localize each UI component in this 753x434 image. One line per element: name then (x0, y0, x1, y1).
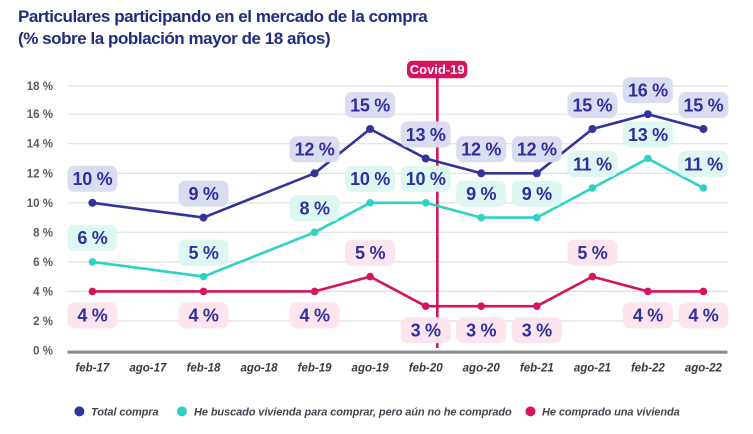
svg-text:12 %: 12 % (27, 168, 53, 180)
svg-text:5 %: 5 % (577, 243, 607, 263)
svg-text:9 %: 9 % (188, 184, 218, 204)
svg-text:ago-17: ago-17 (129, 363, 167, 375)
svg-text:12 %: 12 % (295, 140, 335, 160)
svg-text:18 %: 18 % (27, 81, 53, 93)
svg-text:15 %: 15 % (683, 95, 723, 115)
svg-text:5 %: 5 % (188, 243, 218, 263)
svg-text:13 %: 13 % (406, 125, 446, 145)
svg-text:13 %: 13 % (628, 125, 668, 145)
svg-text:15 %: 15 % (572, 95, 612, 115)
svg-text:4 %: 4 % (77, 306, 107, 326)
svg-text:feb-22: feb-22 (631, 363, 665, 375)
svg-text:10 %: 10 % (27, 198, 53, 210)
svg-text:16 %: 16 % (628, 81, 668, 101)
svg-text:11 %: 11 % (573, 154, 612, 174)
svg-text:ago-19: ago-19 (352, 363, 390, 375)
svg-text:4 %: 4 % (688, 306, 718, 326)
svg-text:3 %: 3 % (466, 321, 496, 341)
svg-text:Total compra: Total compra (91, 406, 158, 418)
svg-text:feb-18: feb-18 (187, 363, 221, 375)
svg-text:ago-20: ago-20 (463, 363, 501, 375)
svg-text:5 %: 5 % (355, 243, 385, 263)
svg-text:He comprado una vivienda: He comprado una vivienda (542, 406, 680, 418)
svg-text:2 %: 2 % (33, 316, 53, 328)
svg-text:8 %: 8 % (33, 227, 53, 239)
svg-text:4 %: 4 % (300, 306, 330, 326)
svg-text:10 %: 10 % (406, 169, 446, 189)
svg-text:10 %: 10 % (72, 169, 112, 189)
svg-text:16 %: 16 % (27, 109, 53, 121)
svg-text:4 %: 4 % (633, 306, 663, 326)
svg-text:10 %: 10 % (350, 169, 390, 189)
svg-text:8 %: 8 % (300, 199, 330, 219)
svg-text:0 %: 0 % (33, 346, 53, 358)
svg-text:4 %: 4 % (188, 306, 218, 326)
svg-text:feb-20: feb-20 (409, 363, 443, 375)
svg-text:11 %: 11 % (684, 154, 723, 174)
svg-text:12 %: 12 % (461, 140, 501, 160)
svg-text:feb-19: feb-19 (298, 363, 332, 375)
svg-text:feb-17: feb-17 (75, 363, 109, 375)
svg-text:3 %: 3 % (411, 321, 441, 341)
svg-text:14 %: 14 % (27, 139, 53, 151)
svg-text:6 %: 6 % (33, 257, 53, 269)
svg-text:ago-22: ago-22 (685, 363, 723, 375)
svg-text:feb-21: feb-21 (520, 363, 554, 375)
svg-text:12 %: 12 % (517, 140, 557, 160)
svg-text:9 %: 9 % (466, 184, 496, 204)
svg-text:15 %: 15 % (350, 95, 390, 115)
svg-text:He buscado vivienda para compr: He buscado vivienda para comprar, pero a… (194, 406, 512, 418)
svg-text:3 %: 3 % (522, 321, 552, 341)
svg-text:Covid-19: Covid-19 (410, 62, 465, 77)
svg-text:4 %: 4 % (33, 286, 53, 298)
svg-text:6 %: 6 % (77, 228, 107, 248)
svg-text:ago-18: ago-18 (240, 363, 278, 375)
svg-text:9 %: 9 % (522, 184, 552, 204)
svg-text:ago-21: ago-21 (574, 363, 611, 375)
